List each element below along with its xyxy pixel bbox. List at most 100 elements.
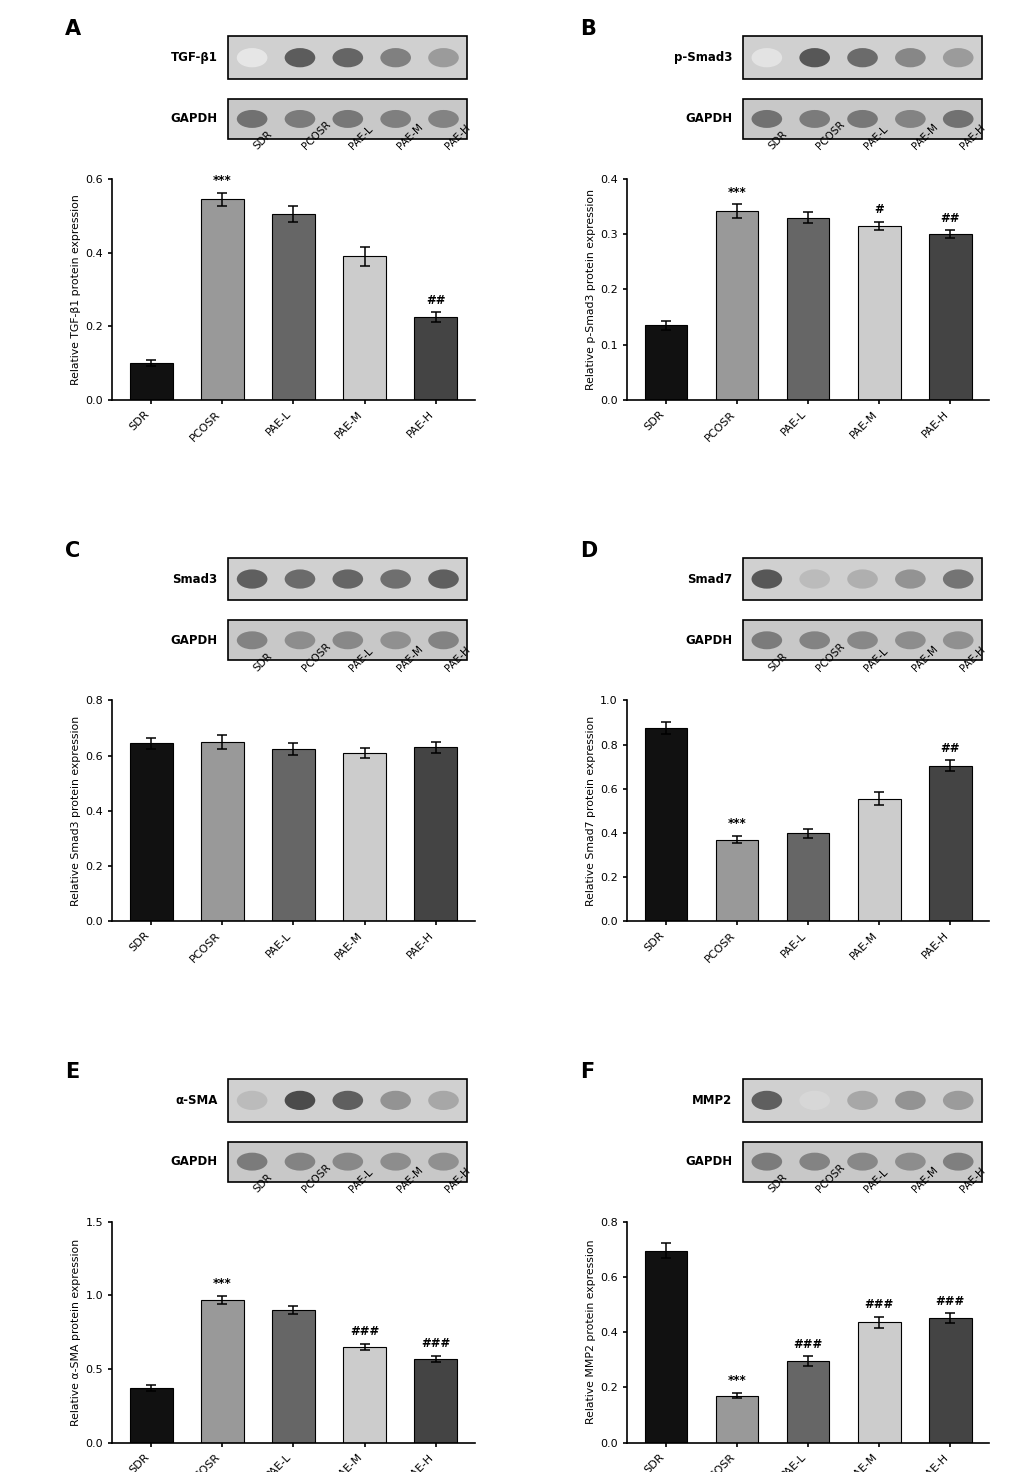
Ellipse shape (751, 631, 782, 649)
Text: PAE-M: PAE-M (910, 643, 940, 673)
Y-axis label: Relative TGF-β1 protein expression: Relative TGF-β1 protein expression (71, 194, 82, 384)
Ellipse shape (332, 49, 363, 68)
Ellipse shape (332, 110, 363, 128)
Text: GAPDH: GAPDH (684, 1156, 732, 1169)
Text: PCOSR: PCOSR (814, 1161, 846, 1194)
Text: PAE-H: PAE-H (957, 1166, 986, 1194)
Text: PAE-M: PAE-M (910, 1164, 940, 1194)
Ellipse shape (799, 1153, 829, 1170)
Bar (342, 256, 385, 400)
Bar (928, 234, 971, 400)
Text: ***: *** (727, 817, 746, 830)
Text: C: C (65, 540, 81, 561)
Bar (228, 99, 467, 138)
Ellipse shape (751, 570, 782, 589)
Text: SDR: SDR (252, 1172, 274, 1194)
Bar (342, 754, 385, 921)
Bar (228, 1142, 467, 1182)
Ellipse shape (942, 1091, 972, 1110)
Text: PCOSR: PCOSR (300, 1161, 332, 1194)
Ellipse shape (942, 49, 972, 68)
Ellipse shape (236, 1153, 267, 1170)
Text: GAPDH: GAPDH (170, 1156, 217, 1169)
Ellipse shape (428, 570, 459, 589)
Text: PCOSR: PCOSR (300, 640, 332, 673)
Text: TGF-β1: TGF-β1 (170, 52, 217, 65)
Text: Smad7: Smad7 (686, 573, 732, 586)
Text: PCOSR: PCOSR (300, 119, 332, 152)
Bar (228, 558, 467, 601)
Ellipse shape (847, 1091, 877, 1110)
Text: PAE-L: PAE-L (347, 124, 375, 152)
Ellipse shape (284, 631, 315, 649)
Ellipse shape (428, 110, 459, 128)
Bar (715, 210, 758, 400)
Text: PAE-M: PAE-M (910, 122, 940, 152)
Bar (857, 799, 900, 921)
Bar (928, 765, 971, 921)
Ellipse shape (751, 1153, 782, 1170)
Text: GAPDH: GAPDH (684, 634, 732, 646)
Ellipse shape (847, 49, 877, 68)
Ellipse shape (895, 110, 925, 128)
Ellipse shape (380, 110, 411, 128)
Ellipse shape (942, 631, 972, 649)
Ellipse shape (380, 49, 411, 68)
Ellipse shape (847, 631, 877, 649)
Y-axis label: Relative Smad3 protein expression: Relative Smad3 protein expression (71, 715, 82, 905)
Ellipse shape (751, 1091, 782, 1110)
Text: PCOSR: PCOSR (814, 640, 846, 673)
Ellipse shape (284, 1153, 315, 1170)
Bar (715, 839, 758, 921)
Text: PAE-H: PAE-H (957, 122, 986, 152)
Bar (414, 1359, 457, 1443)
Ellipse shape (942, 570, 972, 589)
Ellipse shape (428, 1153, 459, 1170)
Ellipse shape (380, 631, 411, 649)
Text: ##: ## (425, 294, 445, 306)
Ellipse shape (428, 49, 459, 68)
Bar (129, 743, 172, 921)
Text: MMP2: MMP2 (691, 1094, 732, 1107)
Text: A: A (65, 19, 82, 40)
Text: ##: ## (940, 212, 959, 225)
Ellipse shape (284, 570, 315, 589)
Bar (228, 620, 467, 661)
Bar (786, 833, 828, 921)
Text: PAE-L: PAE-L (862, 124, 889, 152)
Bar (742, 37, 981, 79)
Ellipse shape (942, 110, 972, 128)
Ellipse shape (284, 49, 315, 68)
Bar (414, 748, 457, 921)
Text: SDR: SDR (252, 651, 274, 673)
Y-axis label: Relative MMP2 protein expression: Relative MMP2 protein expression (585, 1239, 595, 1425)
Ellipse shape (332, 1153, 363, 1170)
Ellipse shape (332, 1091, 363, 1110)
Text: ###: ### (421, 1337, 449, 1350)
Bar (228, 1079, 467, 1122)
Bar (742, 620, 981, 661)
Bar (786, 218, 828, 400)
Ellipse shape (847, 570, 877, 589)
Ellipse shape (751, 110, 782, 128)
Text: ***: *** (727, 1375, 746, 1387)
Text: GAPDH: GAPDH (170, 112, 217, 125)
Ellipse shape (380, 1153, 411, 1170)
Text: PAE-L: PAE-L (862, 646, 889, 673)
Bar (715, 1395, 758, 1443)
Ellipse shape (284, 110, 315, 128)
Text: ***: *** (727, 185, 746, 199)
Bar (201, 742, 244, 921)
Text: E: E (65, 1061, 79, 1082)
Ellipse shape (236, 631, 267, 649)
Bar (272, 1310, 315, 1443)
Text: α-SMA: α-SMA (175, 1094, 217, 1107)
Text: GAPDH: GAPDH (170, 634, 217, 646)
Text: GAPDH: GAPDH (684, 112, 732, 125)
Ellipse shape (895, 631, 925, 649)
Text: SDR: SDR (766, 1172, 789, 1194)
Text: SDR: SDR (252, 130, 274, 152)
Bar (201, 199, 244, 400)
Text: PAE-H: PAE-H (443, 645, 472, 673)
Text: D: D (579, 540, 596, 561)
